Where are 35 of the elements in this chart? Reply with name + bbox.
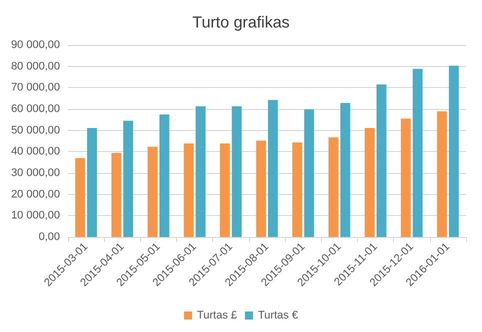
y-tick-label: 70 000,00 (11, 82, 60, 94)
bar (268, 100, 278, 237)
bar (196, 106, 206, 237)
y-tick-label: 80 000,00 (11, 60, 60, 72)
bar (159, 114, 170, 237)
y-tick-label: 30 000,00 (11, 167, 60, 179)
bar (123, 120, 134, 237)
bar (232, 106, 242, 237)
bar (328, 137, 338, 237)
bar (148, 146, 158, 237)
bar (87, 128, 97, 237)
legend-label: Turtas £ (197, 310, 238, 322)
bar (111, 152, 122, 237)
y-tick-label: 60 000,00 (11, 103, 60, 115)
chart-title: Turto grafikas (192, 14, 290, 32)
y-tick-label: 20 000,00 (11, 188, 60, 200)
bar (400, 118, 411, 237)
bar (184, 144, 194, 237)
bar (292, 142, 302, 237)
bar (364, 128, 375, 237)
bar (437, 111, 447, 237)
y-tick-label: 0,00 (38, 231, 60, 243)
bar (220, 144, 230, 237)
bar (376, 84, 386, 237)
y-tick-label: 10 000,00 (11, 210, 60, 222)
bar (256, 140, 266, 237)
bar (75, 158, 86, 237)
bar (304, 109, 314, 237)
bar (412, 68, 423, 237)
y-tick-label: 40 000,00 (11, 146, 60, 158)
y-tick-label: 50 000,00 (11, 124, 60, 136)
bar (448, 66, 459, 237)
y-tick-label: 90 000,00 (11, 39, 60, 51)
bar (340, 103, 350, 237)
legend-label: Turtas € (258, 310, 298, 322)
